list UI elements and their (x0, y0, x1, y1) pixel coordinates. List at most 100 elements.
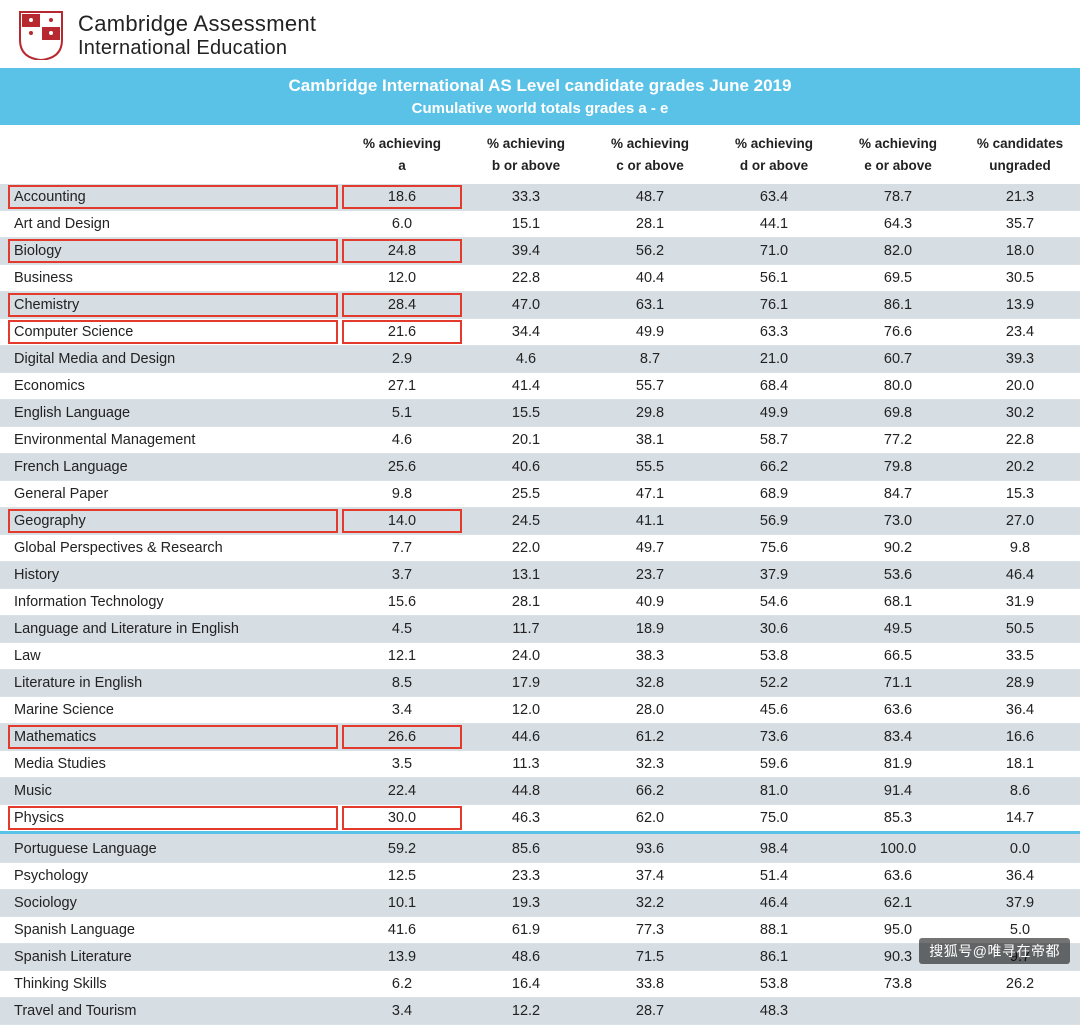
value-cell: 15.5 (464, 400, 588, 427)
title-banner: Cambridge International AS Level candida… (0, 68, 1080, 98)
subject-cell: Accounting (0, 184, 340, 211)
col-header: % candidatesungraded (960, 125, 1080, 184)
subject-cell: Environmental Management (0, 427, 340, 454)
value-cell: 21.3 (960, 184, 1080, 211)
value-cell: 40.9 (588, 589, 712, 616)
table-row: Literature in English8.517.932.852.271.1… (0, 670, 1080, 697)
table-row: Digital Media and Design2.94.68.721.060.… (0, 346, 1080, 373)
subject-cell: Language and Literature in English (0, 616, 340, 643)
col-header: % achievinga (340, 125, 464, 184)
subject-cell: Information Technology (0, 589, 340, 616)
value-cell: 40.4 (588, 265, 712, 292)
value-cell: 18.1 (960, 751, 1080, 778)
value-cell: 63.6 (836, 863, 960, 890)
value-cell: 20.1 (464, 427, 588, 454)
table-row: Spanish Language41.661.977.388.195.05.0 (0, 917, 1080, 944)
value-cell: 32.2 (588, 890, 712, 917)
value-cell: 73.6 (712, 724, 836, 751)
subject-cell: Thinking Skills (0, 971, 340, 998)
table-row: Art and Design6.015.128.144.164.335.7 (0, 211, 1080, 238)
value-cell: 15.1 (464, 211, 588, 238)
value-cell: 13.9 (960, 292, 1080, 319)
value-cell (960, 998, 1080, 1025)
value-cell: 28.9 (960, 670, 1080, 697)
value-cell: 16.4 (464, 971, 588, 998)
value-cell: 41.4 (464, 373, 588, 400)
value-cell: 23.3 (464, 863, 588, 890)
value-cell: 30.6 (712, 616, 836, 643)
value-cell: 15.6 (340, 589, 464, 616)
value-cell: 47.1 (588, 481, 712, 508)
value-cell: 38.1 (588, 427, 712, 454)
subject-cell: Biology (0, 238, 340, 265)
value-cell: 73.0 (836, 508, 960, 535)
value-cell: 36.4 (960, 697, 1080, 724)
value-cell: 14.7 (960, 805, 1080, 833)
table-row: Music22.444.866.281.091.48.6 (0, 778, 1080, 805)
value-cell: 85.3 (836, 805, 960, 833)
value-cell: 80.0 (836, 373, 960, 400)
value-cell: 35.7 (960, 211, 1080, 238)
value-cell: 61.9 (464, 917, 588, 944)
value-cell: 28.4 (340, 292, 464, 319)
table-row: Information Technology15.628.140.954.668… (0, 589, 1080, 616)
grades-table: % achievinga% achievingb or above% achie… (0, 125, 1080, 1025)
value-cell: 3.4 (340, 998, 464, 1025)
value-cell: 12.5 (340, 863, 464, 890)
value-cell: 26.6 (340, 724, 464, 751)
subject-cell: Geography (0, 508, 340, 535)
value-cell: 81.0 (712, 778, 836, 805)
value-cell: 68.1 (836, 589, 960, 616)
subject-cell: Art and Design (0, 211, 340, 238)
value-cell: 76.6 (836, 319, 960, 346)
value-cell: 77.2 (836, 427, 960, 454)
value-cell: 63.3 (712, 319, 836, 346)
value-cell: 28.1 (588, 211, 712, 238)
value-cell: 20.2 (960, 454, 1080, 481)
table-row: Biology24.839.456.271.082.018.0 (0, 238, 1080, 265)
value-cell: 19.3 (464, 890, 588, 917)
value-cell: 48.6 (464, 944, 588, 971)
subject-cell: Physics (0, 805, 340, 833)
value-cell: 33.8 (588, 971, 712, 998)
value-cell: 11.7 (464, 616, 588, 643)
value-cell: 56.9 (712, 508, 836, 535)
table-row: Spanish Literature13.948.671.586.190.39.… (0, 944, 1080, 971)
table-row: General Paper9.825.547.168.984.715.3 (0, 481, 1080, 508)
value-cell: 69.8 (836, 400, 960, 427)
table-row: Sociology10.119.332.246.462.137.9 (0, 890, 1080, 917)
value-cell: 78.7 (836, 184, 960, 211)
value-cell: 60.7 (836, 346, 960, 373)
value-cell: 23.7 (588, 562, 712, 589)
subtitle-banner: Cumulative world totals grades a - e (0, 98, 1080, 125)
value-cell: 12.2 (464, 998, 588, 1025)
subject-cell: Spanish Language (0, 917, 340, 944)
value-cell: 63.6 (836, 697, 960, 724)
value-cell: 3.4 (340, 697, 464, 724)
value-cell: 31.9 (960, 589, 1080, 616)
subject-cell: Chemistry (0, 292, 340, 319)
value-cell: 4.6 (340, 427, 464, 454)
value-cell: 36.4 (960, 863, 1080, 890)
table-row: Business12.022.840.456.169.530.5 (0, 265, 1080, 292)
table-row: History3.713.123.737.953.646.4 (0, 562, 1080, 589)
value-cell: 79.8 (836, 454, 960, 481)
value-cell: 63.4 (712, 184, 836, 211)
value-cell: 53.6 (836, 562, 960, 589)
value-cell (836, 998, 960, 1025)
value-cell: 62.1 (836, 890, 960, 917)
value-cell: 24.8 (340, 238, 464, 265)
value-cell: 3.7 (340, 562, 464, 589)
table-row: Language and Literature in English4.511.… (0, 616, 1080, 643)
value-cell: 32.8 (588, 670, 712, 697)
brand-header: Cambridge Assessment International Educa… (0, 0, 1080, 68)
value-cell: 25.5 (464, 481, 588, 508)
value-cell: 23.4 (960, 319, 1080, 346)
subject-cell: Media Studies (0, 751, 340, 778)
value-cell: 39.4 (464, 238, 588, 265)
subject-cell: Economics (0, 373, 340, 400)
value-cell: 61.2 (588, 724, 712, 751)
value-cell: 18.9 (588, 616, 712, 643)
value-cell: 11.3 (464, 751, 588, 778)
table-row: Mathematics26.644.661.273.683.416.6 (0, 724, 1080, 751)
